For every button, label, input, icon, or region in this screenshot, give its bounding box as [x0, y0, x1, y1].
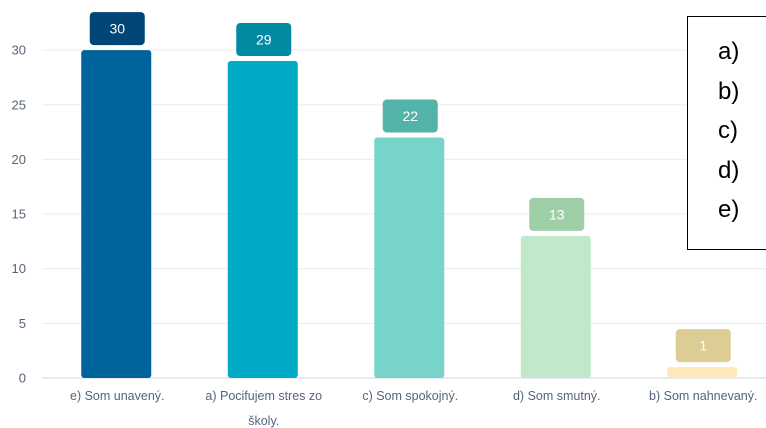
value-badge: [529, 197, 585, 231]
y-tick-label: 15: [12, 207, 26, 222]
bar: [81, 50, 152, 378]
value-badge: [675, 329, 731, 363]
y-tick-label: 30: [12, 43, 26, 58]
legend-item-b: b): [718, 77, 740, 105]
legend-list: a) b) c) d) e): [718, 32, 739, 230]
x-tick-label: e) Som unavený.: [70, 389, 165, 403]
y-tick-label: 20: [12, 152, 26, 167]
x-tick-label: d) Som smutný.: [513, 389, 601, 403]
y-tick-label: 25: [12, 97, 26, 112]
x-tick-label: a) Pocifujem stres zo: [205, 389, 322, 403]
value-badge: [382, 99, 438, 133]
bar: [227, 61, 298, 378]
value-label: 13: [549, 206, 565, 222]
value-label: 22: [402, 108, 418, 124]
y-tick-label: 10: [12, 261, 26, 276]
x-tick-label: b) Som nahnevaný.: [649, 389, 757, 403]
y-tick-label: 5: [19, 316, 26, 331]
x-tick-label: c) Som spokojný.: [362, 389, 458, 403]
x-tick-label: školy.: [248, 414, 279, 428]
value-label: 1: [699, 338, 707, 354]
legend-item-e: e): [718, 196, 740, 223]
legend-item-a: a): [718, 38, 740, 65]
legend-item-c: c): [718, 117, 738, 144]
value-badge: [236, 23, 292, 57]
legend-box: a) b) c) d) e): [687, 16, 766, 250]
bar: [520, 235, 591, 378]
value-label: 29: [256, 32, 272, 48]
bar: [667, 367, 738, 378]
value-badge: [89, 12, 145, 46]
legend-item-d: d): [718, 156, 740, 184]
value-label: 30: [109, 21, 125, 37]
bar: [374, 137, 445, 378]
y-tick-label: 0: [19, 371, 26, 386]
